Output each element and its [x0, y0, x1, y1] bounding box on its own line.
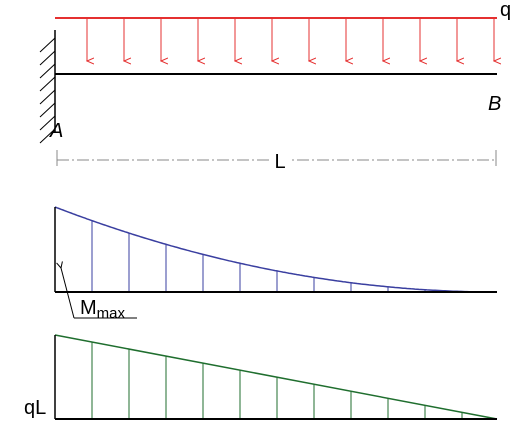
moment-curve	[54, 206, 497, 293]
moment-diagram	[54, 206, 497, 293]
wall-hatch	[39, 37, 56, 144]
shear-diagram	[54, 334, 498, 420]
load-arrows	[87, 18, 494, 61]
hatch-line	[39, 37, 56, 53]
length-label: L	[274, 151, 285, 173]
leader	[61, 268, 75, 319]
hatch-line	[39, 63, 56, 79]
mmax-main: M	[80, 297, 97, 319]
hatch-line	[39, 102, 56, 118]
shear-line	[54, 334, 498, 420]
hatch-line	[39, 76, 56, 92]
load-label: q	[500, 0, 511, 21]
label-bg	[270, 150, 290, 172]
mmax-label: Mmax	[80, 297, 126, 322]
hatch-line	[39, 50, 56, 66]
hatch-line	[39, 115, 56, 131]
shear-label: qL	[24, 397, 46, 419]
end-b-label: B	[488, 93, 501, 115]
hatch-line	[39, 128, 56, 144]
hatch-line	[39, 89, 56, 105]
mmax-sub: max	[97, 305, 126, 322]
support-a-label: A	[49, 120, 63, 142]
